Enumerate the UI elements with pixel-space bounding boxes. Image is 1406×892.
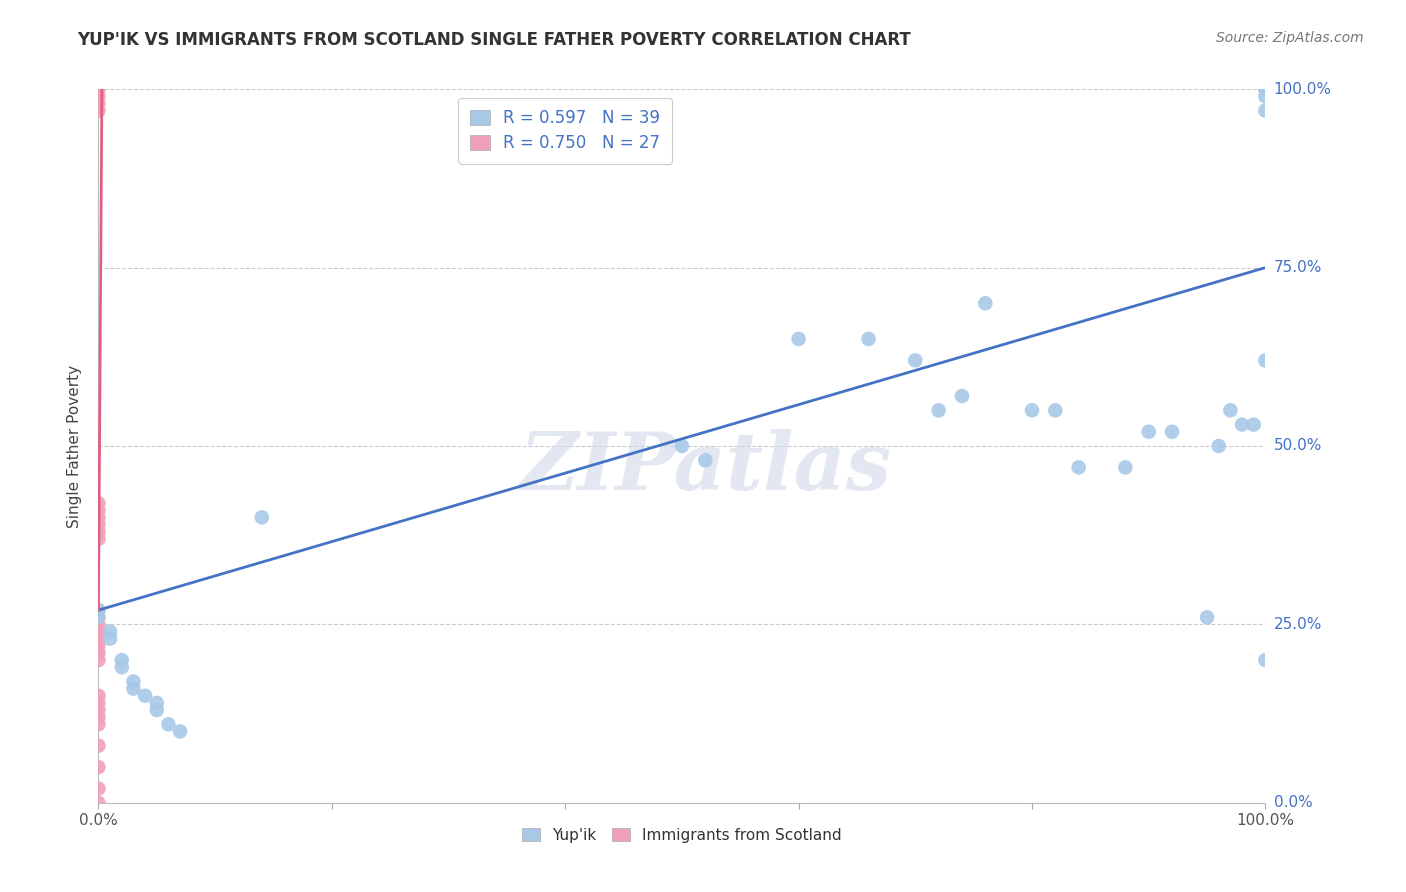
Point	[157, 717, 180, 731]
Text: YUP'IK VS IMMIGRANTS FROM SCOTLAND SINGLE FATHER POVERTY CORRELATION CHART: YUP'IK VS IMMIGRANTS FROM SCOTLAND SINGL…	[77, 31, 911, 49]
Point	[1219, 403, 1241, 417]
Point	[1230, 417, 1253, 432]
Point	[1254, 653, 1277, 667]
Point	[1254, 89, 1277, 103]
Point	[1021, 403, 1043, 417]
Text: 100.0%: 100.0%	[1274, 82, 1331, 96]
Point	[146, 696, 169, 710]
Point	[1243, 417, 1265, 432]
Point	[87, 532, 110, 546]
Point	[1254, 82, 1277, 96]
Point	[1137, 425, 1160, 439]
Text: 0.0%: 0.0%	[1274, 796, 1312, 810]
Point	[87, 617, 110, 632]
Point	[87, 639, 110, 653]
Point	[87, 717, 110, 731]
Text: 50.0%: 50.0%	[1274, 439, 1322, 453]
Point	[87, 610, 110, 624]
Point	[98, 632, 121, 646]
Point	[87, 96, 110, 111]
Point	[134, 689, 156, 703]
Point	[87, 82, 110, 96]
Point	[1195, 610, 1218, 624]
Point	[87, 103, 110, 118]
Point	[974, 296, 997, 310]
Point	[87, 603, 110, 617]
Point	[1067, 460, 1090, 475]
Point	[122, 681, 145, 696]
Point	[1045, 403, 1067, 417]
Legend: Yup'ik, Immigrants from Scotland: Yup'ik, Immigrants from Scotland	[516, 822, 848, 848]
Point	[169, 724, 191, 739]
Point	[87, 760, 110, 774]
Point	[1208, 439, 1230, 453]
Text: Source: ZipAtlas.com: Source: ZipAtlas.com	[1216, 31, 1364, 45]
Point	[1114, 460, 1136, 475]
Text: 25.0%: 25.0%	[1274, 617, 1322, 632]
Point	[950, 389, 973, 403]
Point	[1161, 425, 1184, 439]
Point	[87, 503, 110, 517]
Text: 75.0%: 75.0%	[1274, 260, 1322, 275]
Point	[87, 89, 110, 103]
Point	[87, 653, 110, 667]
Point	[87, 632, 110, 646]
Point	[146, 703, 169, 717]
Point	[87, 710, 110, 724]
Point	[111, 653, 134, 667]
Point	[87, 496, 110, 510]
Point	[87, 624, 110, 639]
Point	[787, 332, 810, 346]
Point	[87, 524, 110, 539]
Point	[1254, 103, 1277, 118]
Point	[87, 696, 110, 710]
Point	[928, 403, 950, 417]
Point	[1254, 353, 1277, 368]
Point	[250, 510, 273, 524]
Point	[98, 624, 121, 639]
Point	[87, 603, 110, 617]
Point	[904, 353, 927, 368]
Point	[87, 510, 110, 524]
Point	[87, 610, 110, 624]
Point	[87, 739, 110, 753]
Point	[858, 332, 880, 346]
Point	[87, 689, 110, 703]
Point	[1254, 82, 1277, 96]
Point	[87, 646, 110, 660]
Text: ZIPatlas: ZIPatlas	[519, 429, 891, 506]
Point	[111, 660, 134, 674]
Point	[87, 703, 110, 717]
Point	[87, 781, 110, 796]
Point	[671, 439, 693, 453]
Point	[695, 453, 717, 467]
Point	[87, 517, 110, 532]
Point	[87, 796, 110, 810]
Y-axis label: Single Father Poverty: Single Father Poverty	[67, 365, 83, 527]
Point	[122, 674, 145, 689]
